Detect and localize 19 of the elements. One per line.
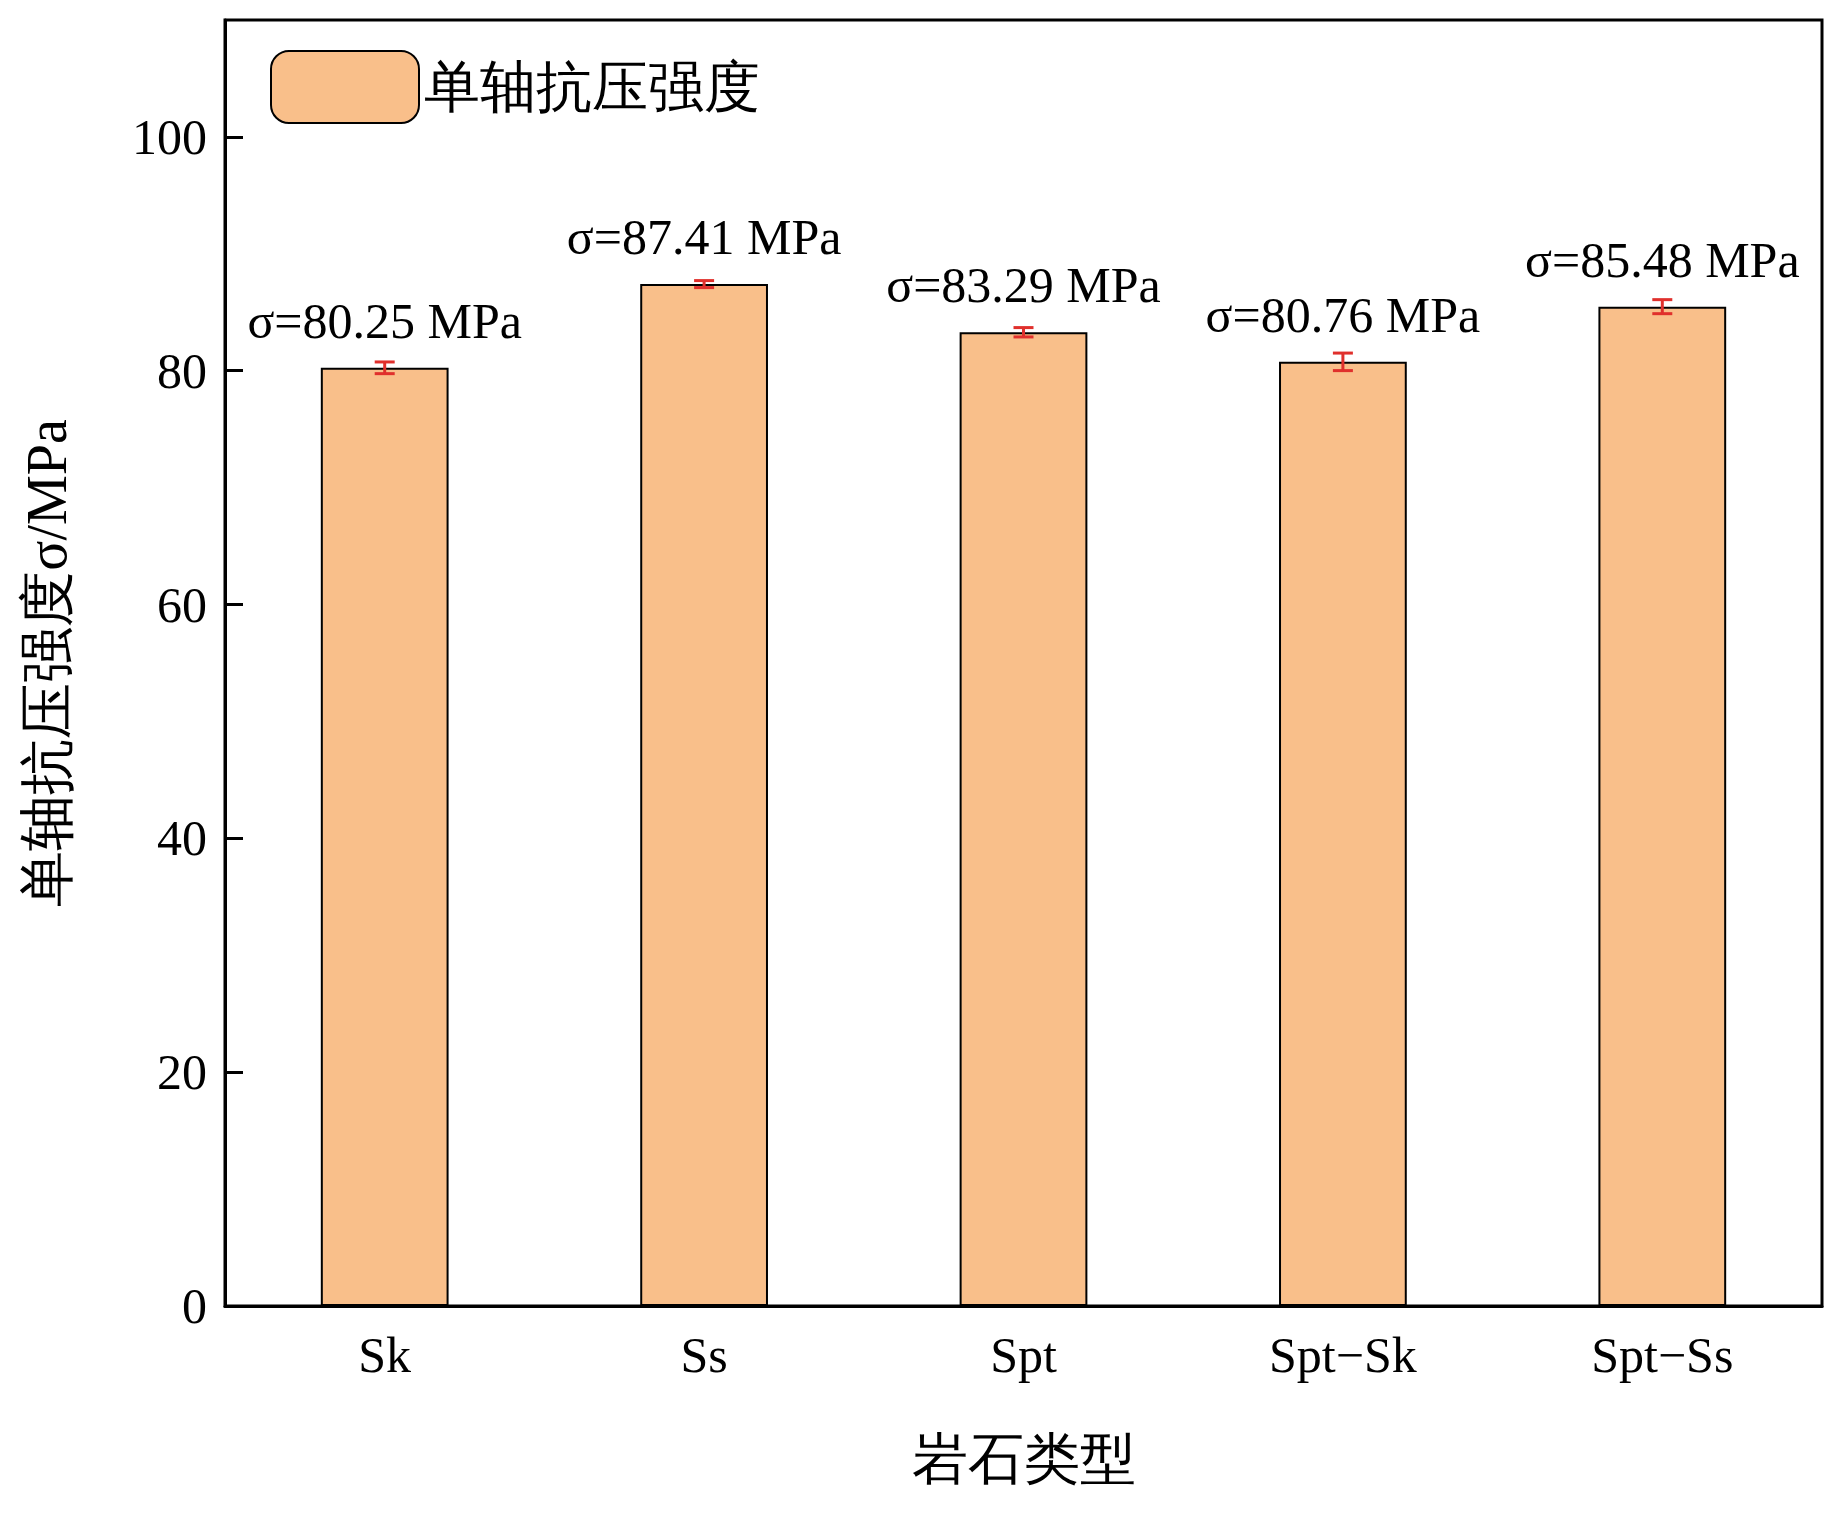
data-label: σ=80.25 MPa <box>247 292 522 349</box>
data-label: σ=85.48 MPa <box>1525 231 1800 288</box>
data-label: σ=80.76 MPa <box>1205 286 1481 343</box>
y-tick-label: 60 <box>157 576 207 633</box>
y-tick-label: 80 <box>157 342 207 399</box>
data-label: σ=83.29 MPa <box>886 257 1161 314</box>
x-tick-label: Spt <box>990 1327 1057 1383</box>
y-tick-label: 20 <box>157 1044 207 1101</box>
x-tick-label: Sk <box>358 1327 412 1383</box>
y-axis-title: 单轴抗压强度σ/MPa <box>16 419 78 907</box>
data-label: σ=87.41 MPa <box>566 209 842 266</box>
y-tick-label: 0 <box>182 1278 207 1334</box>
legend-label: 单轴抗压强度 <box>424 56 760 118</box>
x-tick-label: Ss <box>680 1327 728 1383</box>
y-tick-label: 100 <box>132 108 207 165</box>
x-tick-label: Spt−Sk <box>1269 1327 1417 1383</box>
y-tick-label: 40 <box>157 810 207 867</box>
x-tick-label: Spt−Ss <box>1591 1327 1734 1383</box>
x-axis-title: 岩石类型 <box>911 1428 1136 1490</box>
